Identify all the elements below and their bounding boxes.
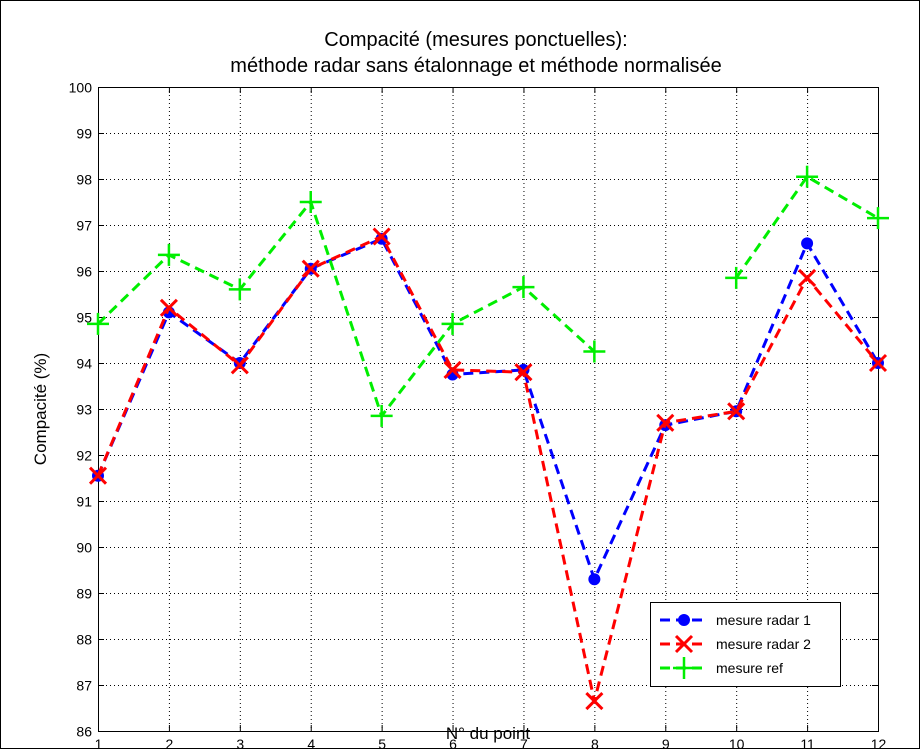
legend-entry-2: mesure radar 2	[660, 634, 811, 654]
series-2-point	[868, 353, 888, 373]
series-2-point-stroke-b	[656, 413, 675, 432]
y-tick-label: 100	[69, 80, 93, 96]
legend-swatch-marker	[673, 657, 695, 679]
series-2-point-stroke-b	[159, 298, 178, 317]
series-2	[88, 227, 888, 711]
series-2-point-stroke-b	[443, 360, 462, 379]
series-2-point-stroke-b	[301, 259, 320, 278]
y-tick-label: 96	[76, 264, 92, 280]
legend-swatch-marker	[678, 614, 690, 626]
y-tick-label: 89	[76, 586, 92, 602]
series-2-point-stroke-b	[514, 363, 533, 382]
series-3-point	[796, 165, 819, 188]
y-tick-label: 95	[76, 310, 92, 326]
chart-title-line-1: Compacité (mesures ponctuelles):	[324, 29, 627, 51]
series-2-point	[514, 363, 533, 382]
y-tick-label: 87	[76, 678, 92, 694]
y-tick-label: 92	[76, 448, 92, 464]
series-3	[87, 165, 889, 427]
x-tick-label: 10	[729, 736, 745, 749]
legend-label: mesure ref	[716, 660, 783, 676]
series-3-point	[299, 191, 322, 213]
series-3-point	[370, 404, 393, 427]
legend-swatch-marker	[674, 634, 694, 654]
y-tick-label: 99	[76, 126, 92, 142]
series-2-point-stroke-b	[585, 692, 604, 711]
x-tick-label: 1	[95, 736, 103, 749]
series-2-point	[230, 356, 249, 375]
legend-label: mesure radar 1	[716, 612, 811, 628]
series-group	[87, 165, 889, 711]
x-tick-label: 8	[591, 736, 599, 749]
series-2-point	[443, 360, 462, 379]
series-2-point	[798, 268, 817, 287]
y-axis-label: Compacité (%)	[31, 353, 50, 465]
chart-title-line-2: méthode radar sans étalonnage et méthode…	[230, 55, 721, 77]
series-2-point-stroke-b	[868, 353, 888, 373]
y-tick-label: 91	[76, 494, 92, 510]
series-3-line	[96, 200, 596, 418]
series-2-point	[301, 259, 320, 278]
series-2-point	[88, 466, 108, 485]
series-3-line	[734, 175, 879, 279]
y-tick-label: 93	[76, 402, 92, 418]
series-2-point	[159, 298, 178, 317]
x-tick-label: 12	[871, 736, 887, 749]
series-2-point-stroke-b	[798, 268, 817, 287]
series-3-point	[583, 340, 606, 363]
legend-entry-3: mesure ref	[660, 657, 783, 679]
series-3-point	[867, 207, 889, 230]
x-tick-label: 3	[236, 736, 244, 749]
series-2-point	[585, 692, 604, 711]
x-tick-label: 9	[662, 736, 670, 749]
y-tick-label: 88	[76, 632, 92, 648]
series-1-point	[588, 573, 601, 586]
series-2-point-stroke-b	[230, 356, 249, 375]
series-3-point	[441, 312, 464, 335]
x-tick-label: 2	[166, 736, 174, 749]
series-2-point	[656, 413, 675, 432]
series-2-point-stroke-b	[372, 227, 391, 246]
y-tick-label: 98	[76, 172, 92, 188]
x-tick-label: 7	[520, 736, 528, 749]
series-1-point	[801, 237, 814, 250]
series-2-point	[727, 402, 746, 421]
series-2-point-stroke-b	[88, 466, 108, 485]
series-3-point	[725, 266, 748, 289]
x-tick-label: 11	[800, 736, 815, 749]
axis-ticks: 1 2 3 4 5 6 7 8 9 10 11 128687888990919293949596979…	[69, 80, 887, 749]
legend-swatch-marker-stroke-b	[674, 634, 694, 654]
x-axis-label: N° du point	[446, 724, 531, 743]
series-3-point	[228, 278, 251, 301]
x-tick-label: 4	[307, 736, 315, 749]
y-tick-label: 86	[76, 724, 92, 740]
legend-entry-1: mesure radar 1	[660, 612, 811, 628]
y-tick-label: 97	[76, 218, 92, 234]
series-2-point-stroke-b	[727, 402, 746, 421]
legend-label: mesure radar 2	[716, 636, 811, 652]
series-2-point	[372, 227, 391, 246]
legend: mesure radar 1 mesure radar 2 mesure ref	[650, 602, 841, 687]
series-3-point	[87, 312, 109, 335]
x-tick-label: 6	[449, 736, 457, 749]
series-2-line	[96, 235, 880, 703]
series-3-point	[157, 243, 180, 266]
y-tick-label: 90	[76, 540, 92, 556]
x-tick-label: 5	[378, 736, 386, 749]
series-3-point	[512, 276, 535, 299]
y-tick-label: 94	[76, 356, 92, 372]
